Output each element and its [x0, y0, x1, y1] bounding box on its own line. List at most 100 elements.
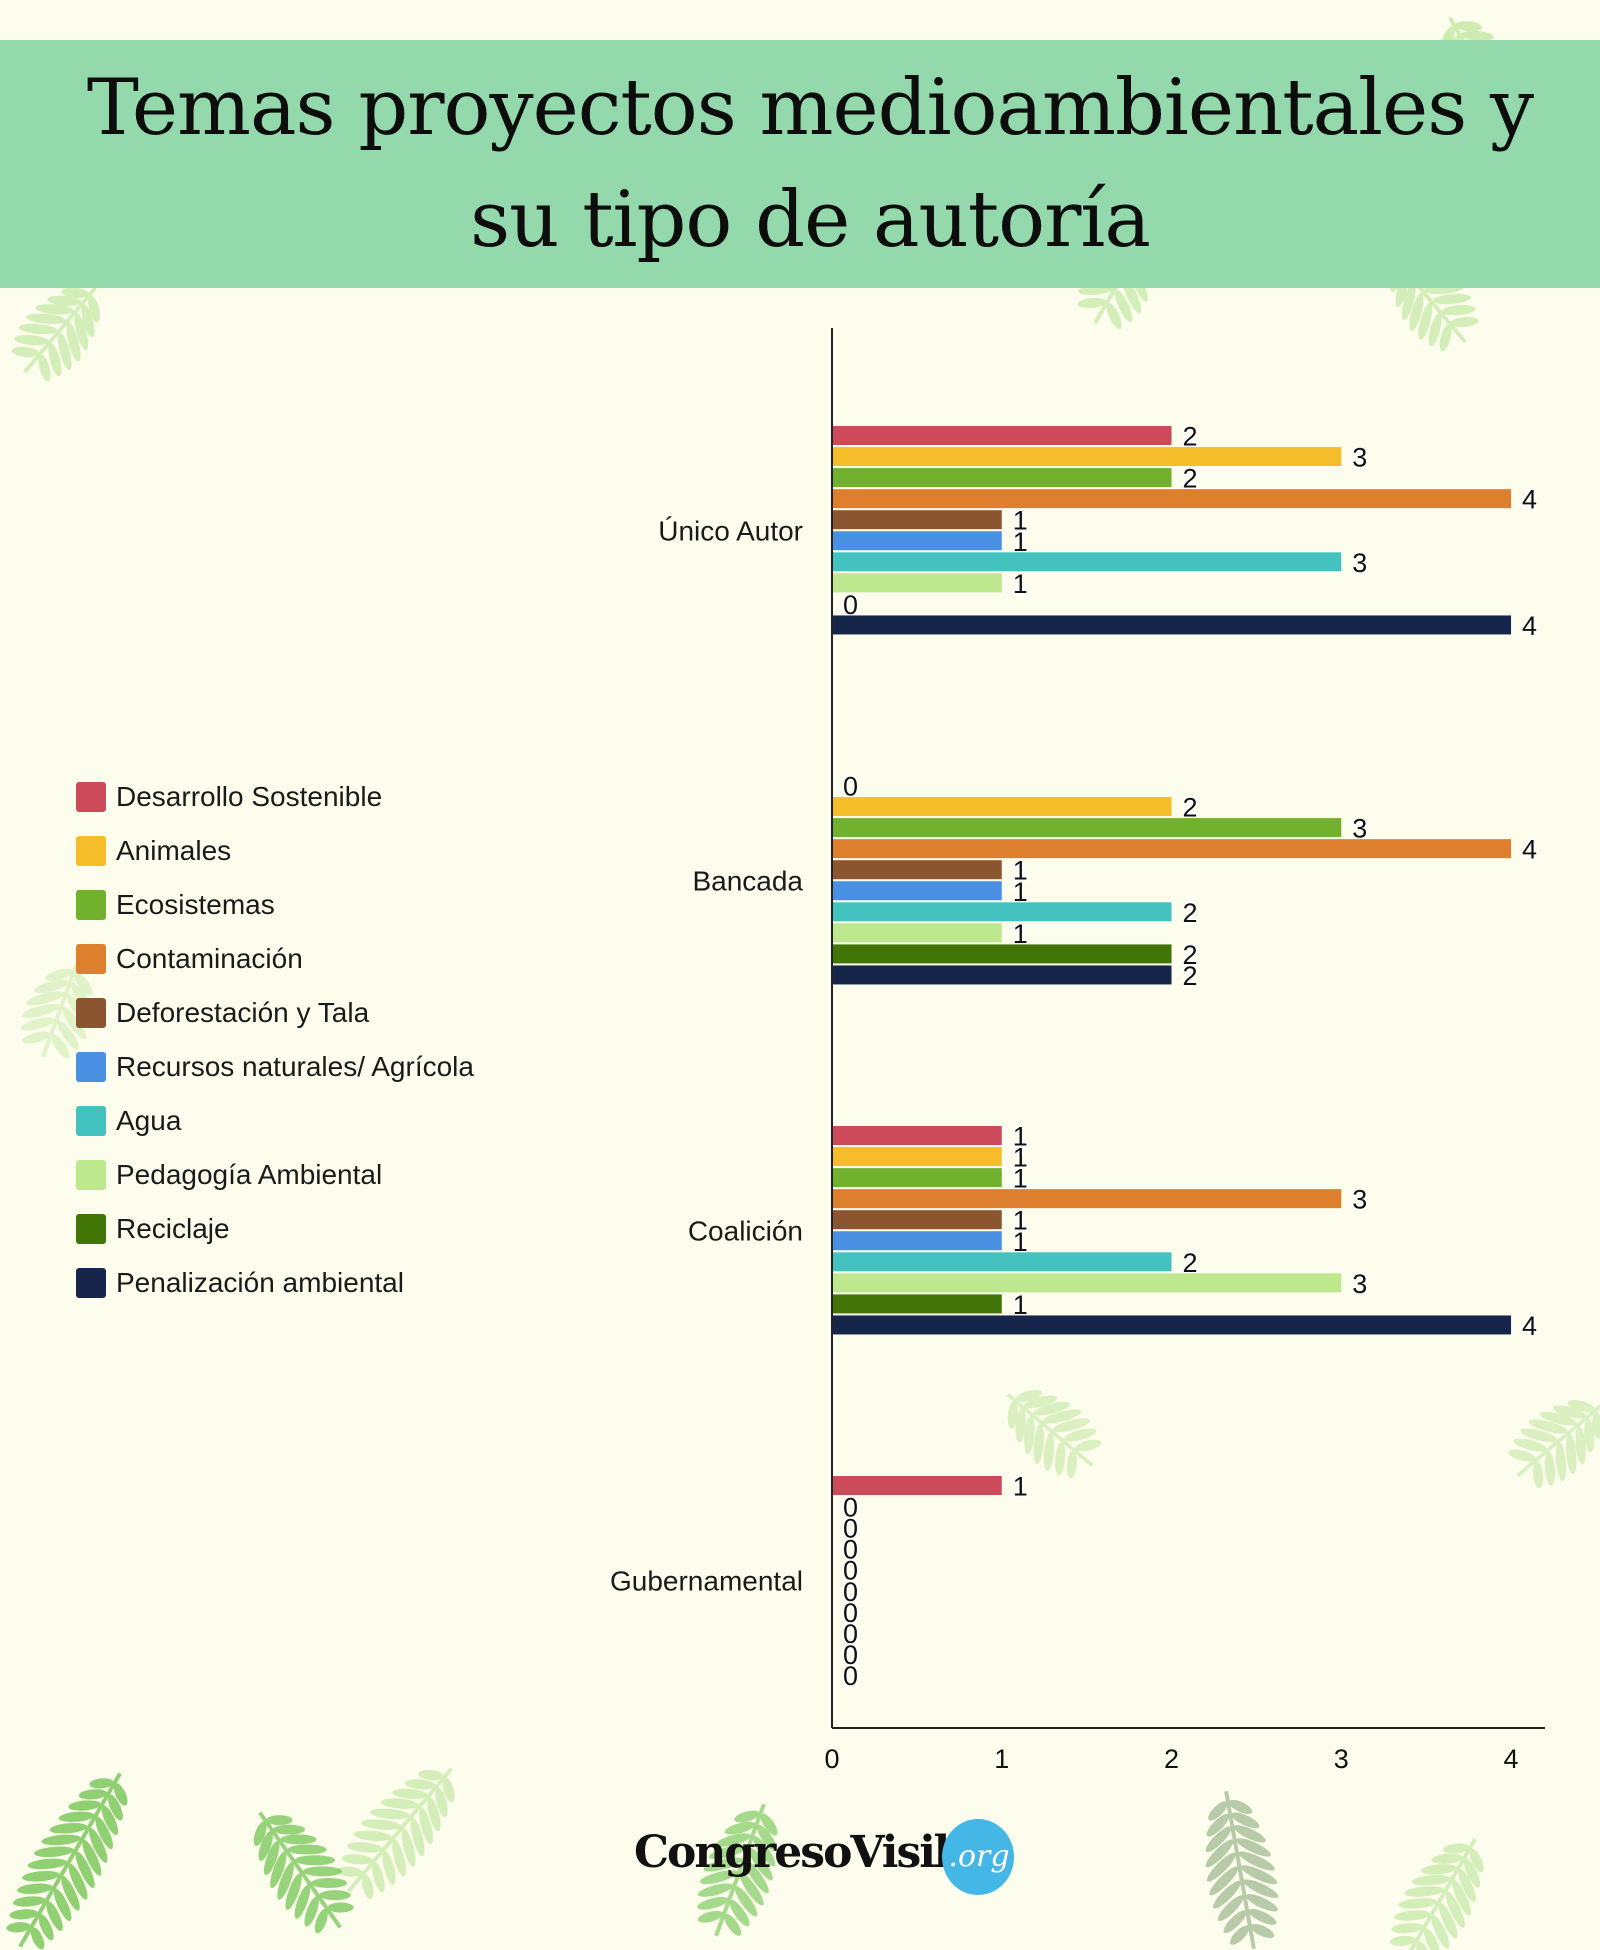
bar: [832, 489, 1512, 509]
leaf-icon: [697, 1803, 778, 1937]
data-label: 1: [1013, 1164, 1028, 1194]
title-banner: [0, 40, 1600, 288]
data-label: 2: [1183, 1248, 1198, 1278]
data-label: 1: [1013, 1206, 1028, 1236]
data-label: 1: [1013, 1122, 1028, 1152]
legend-label: Ecosistemas: [116, 889, 275, 920]
category-label: Gubernamental: [610, 1565, 803, 1596]
bar: [832, 447, 1342, 467]
bar: [832, 797, 1172, 817]
category-label: Coalición: [688, 1215, 803, 1246]
x-tick-label: 1: [994, 1744, 1009, 1774]
leaf-icon: [11, 286, 101, 382]
legend-swatch: [76, 1160, 106, 1190]
data-label: 1: [1013, 569, 1028, 599]
page-title: Temas proyectos medioambientales y su ti…: [86, 63, 1534, 265]
bar: [832, 1476, 1002, 1495]
data-label: 2: [1183, 898, 1198, 928]
bar: [832, 1126, 1002, 1145]
legend-label: Penalización ambiental: [116, 1267, 404, 1298]
legend-swatch: [76, 1214, 106, 1244]
category-label: Bancada: [692, 865, 803, 896]
leaf-icon: [1006, 1389, 1102, 1479]
data-label: 1: [1013, 877, 1028, 907]
data-label: 1: [1013, 919, 1028, 949]
bar: [832, 965, 1172, 985]
data-label: 0: [843, 772, 858, 802]
data-label: 1: [1013, 1290, 1028, 1320]
bar: [832, 1315, 1512, 1335]
data-label: 3: [1352, 814, 1367, 844]
legend-label: Recursos naturales/ Agrícola: [116, 1051, 474, 1082]
leaf-icon: [1205, 1790, 1279, 1950]
data-label: 0: [843, 1577, 858, 1607]
data-label: 0: [843, 1535, 858, 1565]
bar: [832, 426, 1172, 445]
data-label: 1: [1013, 506, 1028, 536]
legend-swatch: [76, 890, 106, 920]
legend-label: Deforestación y Tala: [116, 997, 370, 1028]
bar: [832, 1231, 1002, 1251]
data-label: 3: [1352, 443, 1367, 473]
data-label: 4: [1522, 485, 1537, 515]
leaf-icon: [1389, 1838, 1484, 1950]
bar: [832, 1273, 1342, 1293]
legend-swatch: [76, 1052, 106, 1082]
bar: [832, 615, 1512, 635]
legend-label: Reciclaje: [116, 1213, 230, 1244]
data-label: 2: [1183, 940, 1198, 970]
data-label: 2: [1183, 961, 1198, 991]
legend-label: Animales: [116, 835, 232, 866]
data-label: 4: [1522, 1311, 1537, 1341]
x-tick-label: 4: [1504, 1744, 1519, 1774]
data-label: 0: [843, 1598, 858, 1628]
legend-label: Contaminación: [116, 943, 303, 974]
bar: [832, 902, 1172, 922]
bar: [832, 468, 1172, 488]
data-label: 0: [843, 1493, 858, 1523]
bar: [832, 1210, 1002, 1230]
bar: [832, 1189, 1342, 1209]
data-label: 3: [1352, 1269, 1367, 1299]
x-tick-label: 0: [824, 1744, 839, 1774]
bar: [832, 1294, 1002, 1314]
data-label: 0: [843, 1619, 858, 1649]
brand-circle-icon: [942, 1819, 1014, 1895]
legend-label: Desarrollo Sostenible: [116, 781, 383, 812]
data-label: 3: [1352, 1185, 1367, 1215]
legend-swatch: [76, 1106, 106, 1136]
bar: [832, 839, 1512, 859]
bar: [832, 881, 1002, 901]
legend-swatch: [76, 1268, 106, 1298]
data-label: 1: [1013, 527, 1028, 557]
bar: [832, 1147, 1002, 1167]
data-label: 0: [843, 1661, 858, 1691]
data-label: 2: [1183, 422, 1198, 452]
data-label: 0: [843, 590, 858, 620]
leaf-icon: [337, 1767, 455, 1899]
brand-suffix: .org: [948, 1839, 1010, 1874]
data-label: 3: [1352, 548, 1367, 578]
bar: [832, 923, 1002, 943]
legend-swatch: [76, 944, 106, 974]
legend-label: Pedagogía Ambiental: [116, 1159, 383, 1190]
bar: [832, 1168, 1002, 1188]
bar: [832, 860, 1002, 880]
brand-logo: CongresoVisible .org: [634, 1815, 1034, 1905]
data-label: 4: [1522, 835, 1537, 865]
category-label: Único Autor: [658, 515, 803, 546]
data-label: 2: [1183, 793, 1198, 823]
legend-swatch: [76, 782, 106, 812]
data-label: 1: [1013, 1143, 1028, 1173]
bar: [832, 944, 1172, 964]
bar: [832, 818, 1342, 838]
data-label: 4: [1522, 611, 1537, 641]
legend-label: Agua: [116, 1105, 182, 1136]
data-label: 0: [843, 1640, 858, 1670]
bar: [832, 573, 1002, 593]
data-label: 0: [843, 1514, 858, 1544]
leaf-icon: [1508, 1399, 1600, 1489]
bar: [832, 1252, 1172, 1272]
legend-swatch: [76, 998, 106, 1028]
x-tick-label: 2: [1164, 1744, 1179, 1774]
